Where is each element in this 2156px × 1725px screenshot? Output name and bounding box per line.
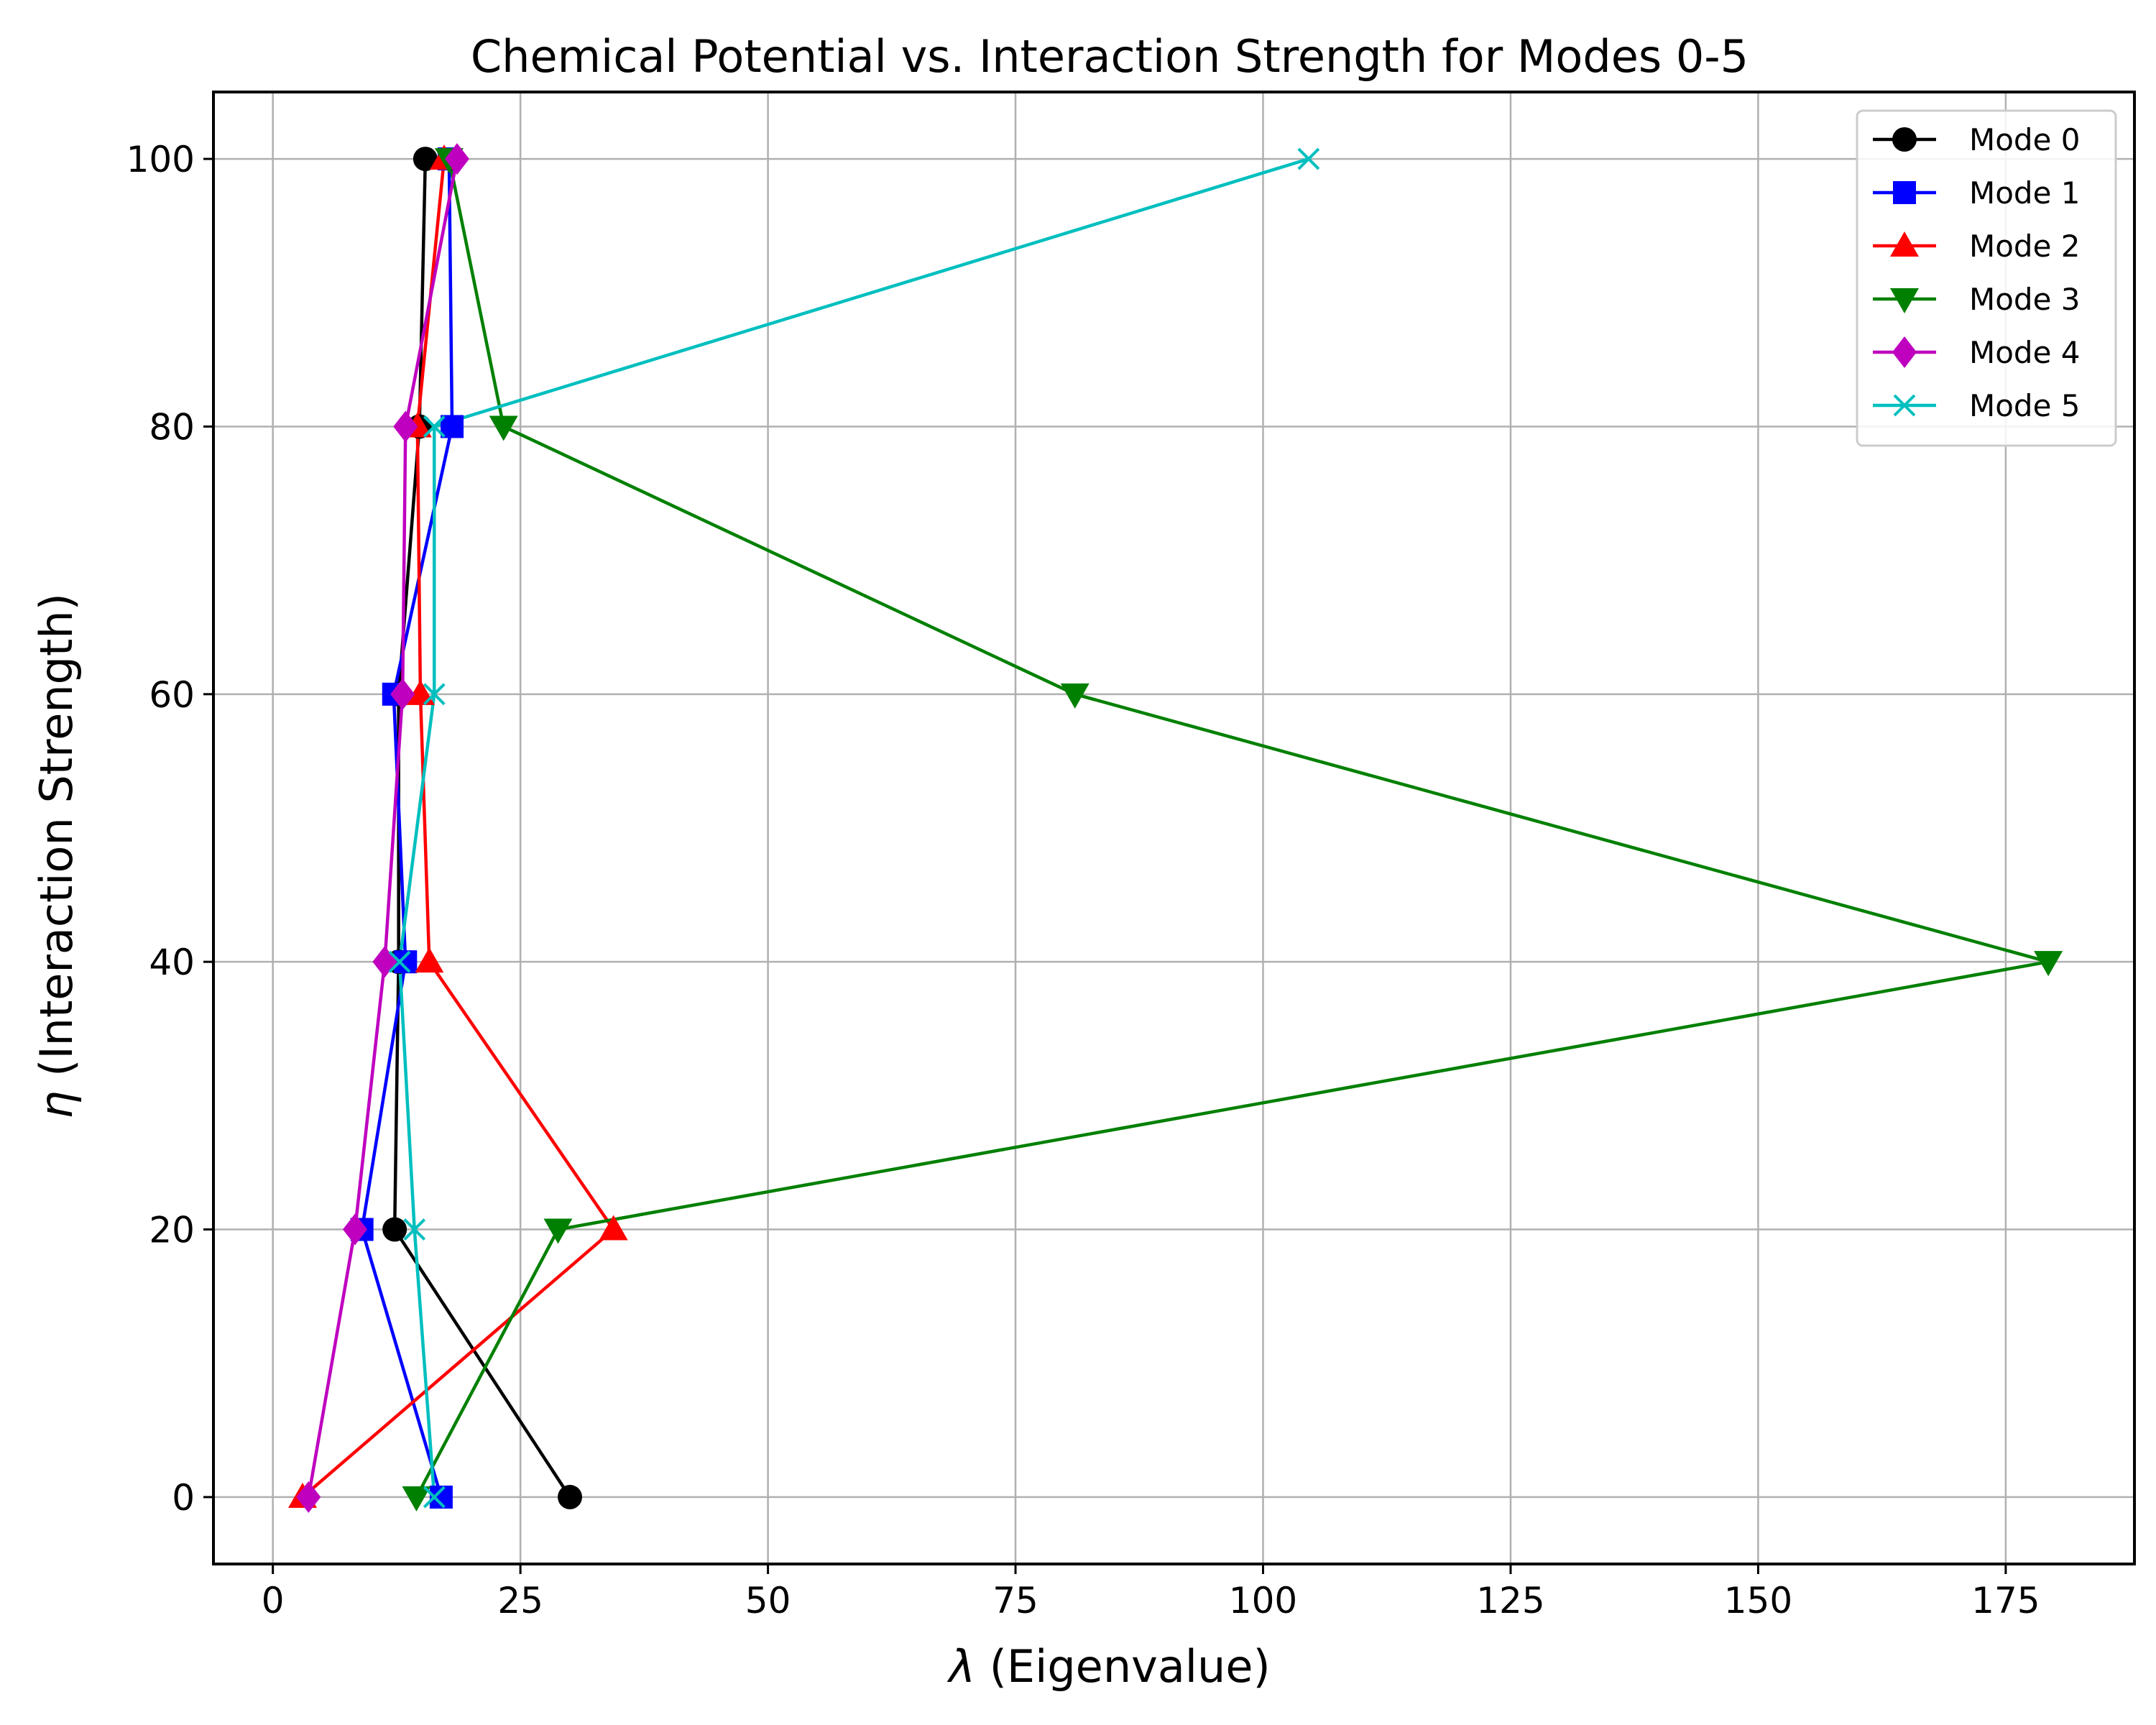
mode-5-legend-marker [1893, 394, 1916, 417]
mode-4-point [296, 1481, 321, 1513]
y-tick-label: 20 [149, 1210, 195, 1251]
mode-5-point [423, 683, 446, 706]
mode-2-point [415, 947, 444, 973]
y-axis-label: η (Interaction Strength) [30, 593, 83, 1119]
x-tick-label: 25 [497, 1580, 543, 1622]
mode-2-point [405, 679, 435, 705]
chart-title: Chemical Potential vs. Interaction Stren… [471, 30, 1749, 83]
y-axis-symbol: η [30, 1091, 83, 1119]
mode-5-point [403, 1218, 426, 1241]
series-lines [301, 157, 2050, 1499]
mode-4-point [444, 143, 469, 175]
y-tick-label: 80 [149, 406, 195, 448]
mode-5-line [397, 157, 1309, 1498]
mode-3-point [543, 1218, 573, 1244]
x-tick-label: 50 [745, 1580, 791, 1622]
mode-1-legend-marker [1893, 181, 1916, 204]
x-axis-text: (Eigenvalue) [975, 1640, 1271, 1693]
mode-4-legend-marker [1892, 336, 1917, 368]
x-tick-label: 100 [1229, 1580, 1297, 1622]
mode-0-point [558, 1484, 583, 1509]
mode-5-point [388, 950, 411, 973]
mode-3-point [1060, 683, 1089, 709]
y-tick-label: 40 [149, 942, 195, 983]
mode-4-line [307, 158, 459, 1498]
mode-2-legend-marker [1890, 231, 1919, 257]
mode-2-point [599, 1215, 628, 1241]
legend-box [1856, 109, 2117, 447]
mode-5-point [423, 415, 446, 438]
plot-frame [212, 91, 2136, 1565]
x-tick-label: 175 [1971, 1580, 2040, 1622]
axis-ticks: 0 25 50 75 100 125 150 175 0 20 40 60 80 100 [126, 139, 2040, 1622]
x-tick-label: 0 [262, 1580, 285, 1622]
mode-4-point [390, 678, 415, 710]
mode-2-legend-label: Mode 2 [1969, 229, 2081, 264]
legend: Mode 0 Mode 1 Mode 2 Mode 3 Mode 4 Mode 5 [1856, 109, 2117, 447]
mode-5-point [423, 1486, 446, 1509]
x-tick-label: 150 [1724, 1580, 1792, 1622]
mode-4-point [393, 410, 418, 443]
x-axis-label: λ (Eigenvalue) [946, 1640, 1270, 1693]
y-tick-label: 0 [172, 1477, 195, 1519]
mode-0-point [413, 147, 438, 172]
mode-1-legend-label: Mode 1 [1969, 175, 2081, 211]
grid-lines [213, 92, 2134, 1564]
mode-3-point [489, 415, 518, 441]
mode-3-line [415, 158, 2050, 1498]
mode-1-point [441, 415, 464, 438]
mode-5-legend-label: Mode 5 [1969, 388, 2081, 423]
mode-5-point [1297, 147, 1320, 170]
mode-3-legend-label: Mode 3 [1969, 282, 2081, 317]
mode-1-point [394, 950, 418, 974]
y-axis-text: (Interaction Strength) [30, 593, 83, 1090]
mode-4-point [343, 1213, 368, 1246]
x-tick-label: 75 [992, 1580, 1038, 1622]
mode-2-line [301, 158, 615, 1499]
mode-3-point [402, 1486, 431, 1512]
x-axis-symbol: λ [946, 1640, 975, 1693]
mode-0-legend-marker [1892, 127, 1917, 152]
y-tick-label: 60 [149, 674, 195, 716]
x-tick-label: 125 [1476, 1580, 1544, 1622]
series-markers [288, 143, 2063, 1513]
mode-0-point [382, 1217, 407, 1242]
mode-0-legend-label: Mode 0 [1969, 122, 2081, 157]
mode-3-point [2034, 951, 2063, 977]
mode-1-line [360, 159, 454, 1498]
mode-3-legend-marker [1890, 288, 1919, 313]
y-tick-label: 100 [126, 139, 195, 180]
mode-4-legend-label: Mode 4 [1969, 335, 2081, 370]
